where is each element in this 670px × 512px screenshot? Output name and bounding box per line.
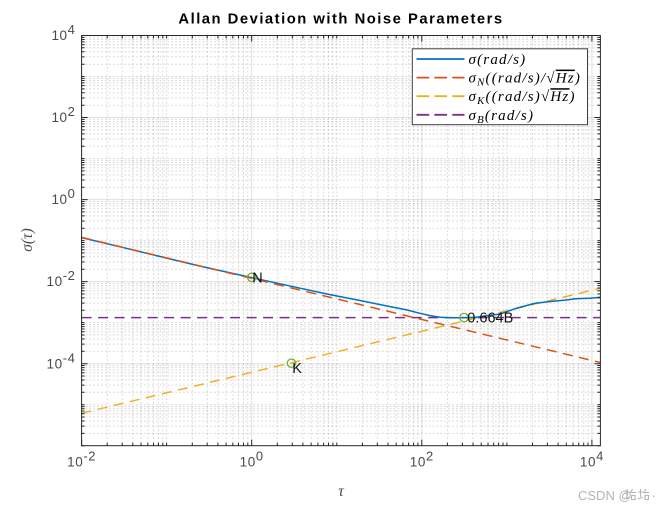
svg-text:σK((rad/s)√Hz): σK((rad/s)√Hz) — [469, 89, 576, 107]
svg-text:N: N — [252, 270, 262, 286]
svg-text:σ(rad/s): σ(rad/s) — [469, 52, 527, 68]
svg-text:σ(τ): σ(τ) — [19, 228, 36, 252]
svg-text:100: 100 — [240, 448, 264, 469]
svg-text:·: · — [652, 488, 656, 503]
svg-text:CSDN @: CSDN @ — [578, 488, 632, 503]
svg-text:10-4: 10-4 — [47, 350, 76, 371]
svg-text:K: K — [292, 361, 302, 377]
svg-text:100: 100 — [51, 186, 75, 207]
svg-text:104: 104 — [51, 22, 75, 43]
svg-text:σN((rad/s)/√Hz): σN((rad/s)/√Hz) — [469, 71, 582, 89]
svg-text:104: 104 — [580, 448, 604, 469]
svg-text:102: 102 — [410, 448, 434, 469]
svg-text:Allan Deviation with Noise Par: Allan Deviation with Noise Parameters — [178, 12, 503, 28]
svg-text:102: 102 — [51, 104, 75, 125]
svg-text:0.664B: 0.664B — [467, 311, 513, 327]
svg-text:σB(rad/s): σB(rad/s) — [469, 108, 535, 126]
svg-text:10-2: 10-2 — [47, 268, 76, 289]
svg-text:10-2: 10-2 — [67, 448, 96, 469]
svg-text:τ: τ — [338, 483, 345, 500]
